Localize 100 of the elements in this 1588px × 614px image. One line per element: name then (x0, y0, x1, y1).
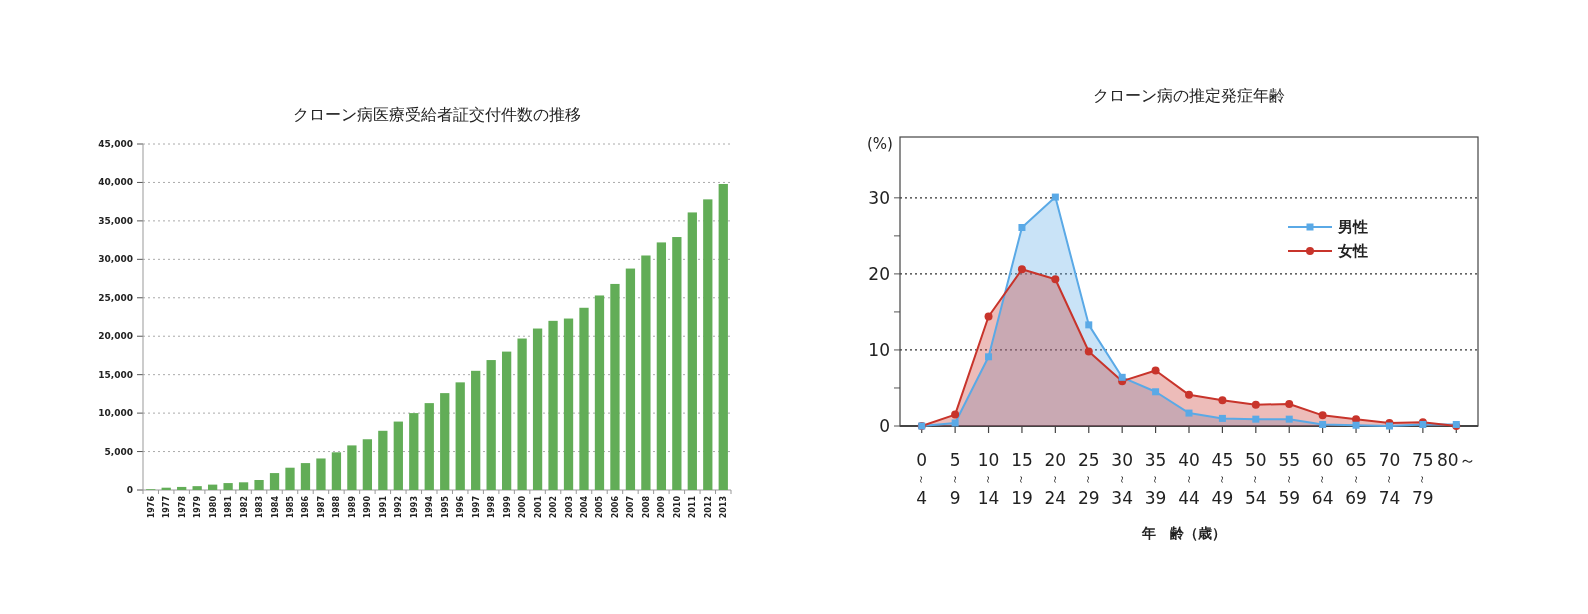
y-tick-label: 30,000 (98, 254, 133, 265)
point (951, 419, 959, 427)
x-tick-label: 10～14 (977, 450, 1000, 508)
x-tick-label: 1986 (301, 495, 311, 519)
chart-title: クローン病医療受給者証交付件数の推移 (293, 105, 581, 124)
y-tick-label: 20,000 (98, 331, 133, 342)
point (951, 410, 960, 419)
point (1285, 399, 1294, 408)
x-tick-label: 1976 (146, 495, 156, 519)
point (985, 353, 993, 361)
x-tick-label: 2004 (580, 495, 589, 519)
point (1152, 388, 1160, 396)
y-tick-label: 10,000 (98, 408, 133, 419)
bar (625, 268, 636, 490)
y-tick-label: 10 (868, 339, 890, 360)
point (1151, 366, 1160, 375)
x-tick-label: 80～ (1436, 450, 1476, 470)
x-tick-label: 1977 (162, 496, 172, 519)
x-tick-label: 2003 (564, 496, 574, 519)
x-tick-label: 30～34 (1111, 450, 1133, 508)
x-tick-label: 1988 (332, 495, 342, 519)
point (1018, 224, 1026, 231)
bar (718, 183, 728, 490)
x-axis-title: 年 齢（歳） (1141, 525, 1226, 541)
legend-label: 男性 (1337, 218, 1368, 236)
point (1185, 409, 1193, 417)
chart-title: クローン病の推定発症年齢 (1093, 86, 1285, 105)
bar (440, 393, 450, 490)
x-tick-label: 0～4 (915, 450, 929, 508)
bar (532, 328, 543, 490)
x-tick-label: 1996 (456, 495, 466, 519)
bar (362, 439, 373, 490)
x-tick-label: 2012 (703, 496, 713, 519)
x-tick-label: 1980 (208, 495, 218, 519)
x-tick-label: 1982 (239, 496, 249, 519)
bar (254, 480, 264, 490)
x-tick-label: 45～49 (1211, 450, 1234, 508)
y-tick-label: 25,000 (98, 292, 133, 303)
bar (471, 370, 481, 490)
point (1051, 275, 1060, 284)
bar (455, 382, 465, 490)
x-tick-label: 60～64 (1311, 450, 1334, 508)
bar (285, 467, 295, 490)
x-tick-label: 1992 (394, 496, 404, 519)
bar (672, 237, 682, 490)
bar (548, 320, 558, 490)
bar (409, 413, 419, 490)
x-tick-label: 2013 (719, 496, 729, 519)
point (1318, 411, 1327, 420)
bar (641, 255, 651, 490)
x-tick-label: 2006 (610, 495, 620, 519)
x-tick-label: 1989 (347, 495, 357, 519)
y-tick-label: 35,000 (98, 215, 133, 226)
point (1085, 321, 1093, 329)
x-tick-label: 1979 (193, 495, 203, 519)
point (1252, 415, 1260, 423)
x-tick-label: 2008 (641, 495, 651, 519)
legend-label: 女性 (1337, 242, 1368, 260)
x-tick-label: 2002 (549, 496, 559, 519)
x-tick-label: 2000 (518, 495, 528, 519)
point (984, 312, 993, 321)
bar (517, 338, 527, 490)
x-tick-label: 15～19 (1011, 450, 1033, 508)
x-tick-label: 1984 (270, 495, 280, 519)
bar (378, 430, 388, 490)
point (1051, 193, 1059, 201)
bar (594, 295, 605, 490)
bar (687, 212, 697, 490)
point (1285, 415, 1293, 423)
bar (192, 486, 202, 490)
x-tick-label: 75～79 (1412, 450, 1434, 508)
x-tick-label: 1997 (471, 496, 481, 519)
y-axis-title: (%) (867, 135, 893, 153)
bar (177, 486, 187, 490)
bar (656, 242, 667, 490)
y-tick-label: 0 (126, 485, 133, 495)
x-tick-label: 1978 (177, 495, 187, 519)
x-tick-label: 1991 (378, 495, 388, 519)
bar (347, 445, 357, 490)
x-tick-label: 1999 (502, 495, 512, 519)
bar (579, 307, 589, 490)
point (1218, 396, 1227, 405)
bar (486, 360, 496, 490)
point (1118, 373, 1126, 381)
x-tick-label: 70～74 (1378, 450, 1401, 508)
y-tick-label: 20 (868, 263, 890, 284)
point (1385, 422, 1393, 430)
x-tick-label: 2011 (688, 495, 698, 519)
point (1084, 347, 1093, 356)
x-tick-label: 1993 (409, 496, 419, 519)
x-tick-label: 2009 (657, 495, 667, 519)
bar (563, 318, 574, 490)
y-tick-label: 30 (868, 187, 890, 208)
point (1251, 400, 1260, 409)
x-tick-label: 1990 (363, 495, 373, 519)
y-tick-label: 0 (879, 416, 890, 436)
x-tick-label: 2005 (595, 495, 605, 519)
x-tick-label: 35～39 (1144, 450, 1167, 508)
x-tick-label: 1981 (224, 495, 234, 519)
point (1352, 421, 1360, 429)
